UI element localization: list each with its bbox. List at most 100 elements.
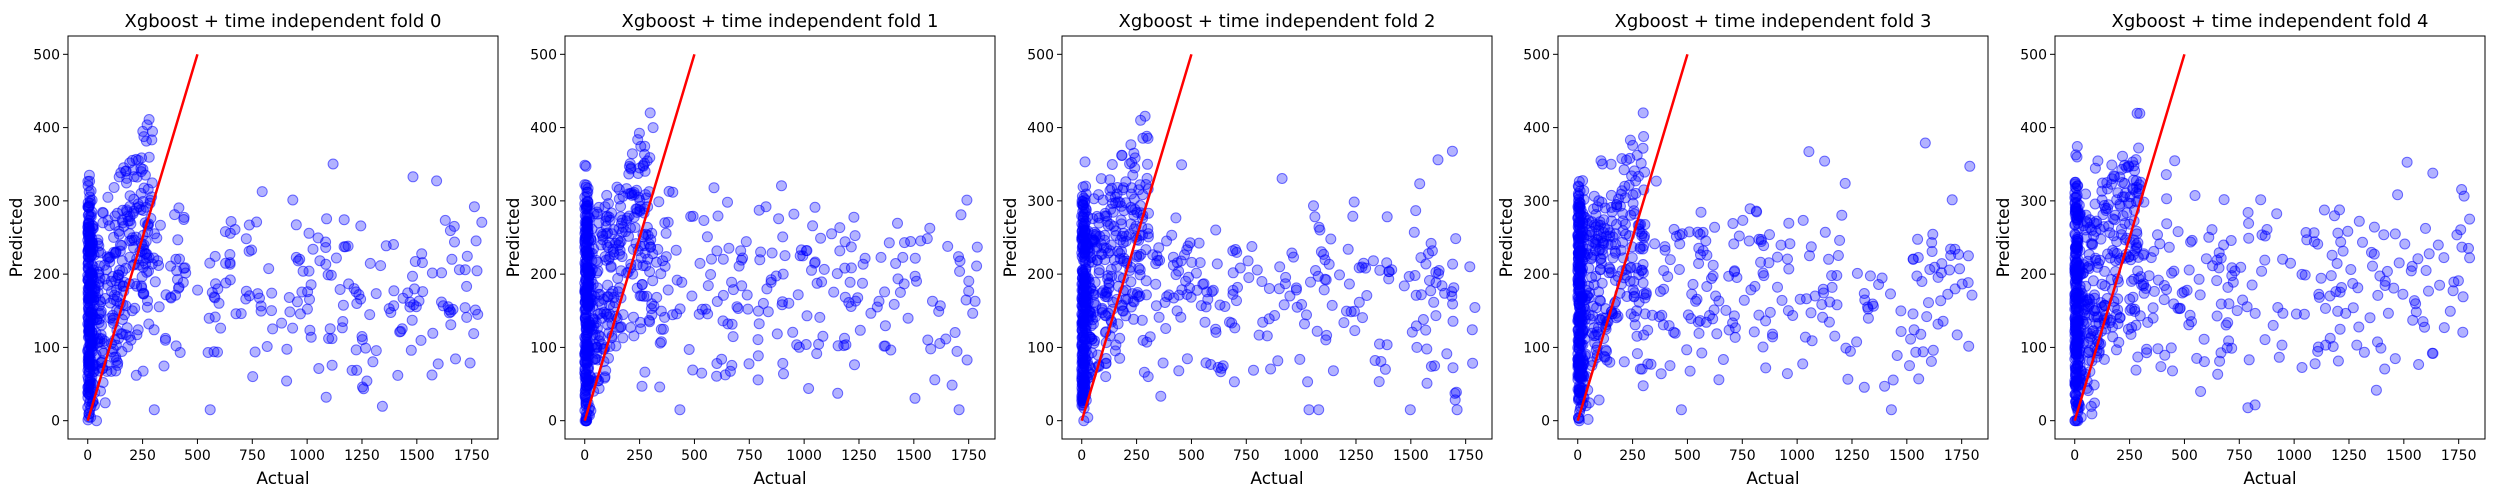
scatter-point [2069, 182, 2081, 194]
scatter-point [143, 114, 155, 125]
scatter-point [2296, 362, 2308, 373]
scatter-point [795, 244, 807, 256]
scatter-point [875, 251, 887, 263]
scatter-point [1243, 272, 1255, 284]
scatter-point [1210, 323, 1222, 335]
scatter-point [139, 248, 151, 260]
scatter-point [2141, 347, 2153, 359]
y-tick-label: 100 [1523, 340, 1550, 356]
scatter-point [1751, 206, 1763, 218]
scatter-point [1194, 257, 1206, 269]
scatter-point [90, 360, 102, 371]
scatter-point [1090, 311, 1101, 323]
x-tick-label: 750 [2226, 448, 2253, 464]
scatter-point [792, 289, 804, 301]
y-tick-label: 400 [1027, 121, 1054, 137]
scatter-point [1279, 278, 1291, 290]
scatter-point [2372, 289, 2384, 301]
scatter-point [404, 301, 416, 313]
subplot-4: Xgboost + time independent fold 4 0 250 500… [1994, 11, 2486, 489]
scatter-point [303, 227, 315, 239]
scatter-point [160, 332, 171, 344]
scatter-point [137, 163, 149, 175]
x-tick-label: 1250 [2331, 448, 2367, 464]
scatter-point [1638, 240, 1650, 252]
scatter-point [1631, 348, 1643, 360]
scatter-point [1637, 142, 1649, 154]
scatter-point [596, 299, 608, 311]
scatter-point [942, 240, 954, 252]
scatter-point [1101, 287, 1113, 298]
scatter-point [1137, 334, 1149, 346]
scatter-point [600, 221, 612, 232]
scatter-point [1942, 288, 1954, 300]
scatter-point [247, 371, 259, 383]
scatter-point [2141, 343, 2153, 355]
scatter-point [2399, 238, 2411, 250]
scatter-point [2131, 107, 2143, 119]
scatter-point [1674, 229, 1686, 241]
scatter-point [1772, 251, 1783, 263]
scatter-point [2161, 218, 2173, 230]
scatter-point [2388, 282, 2400, 294]
subplot-1: Xgboost + time independent fold 1 0 250 500… [504, 11, 996, 489]
scatter-point [172, 234, 184, 246]
scatter-point [1951, 329, 1963, 341]
scatter-point [1353, 296, 1365, 308]
scatter-point [2367, 260, 2378, 272]
scatter-point [1112, 318, 1124, 330]
x-tick-label: 750 [1729, 448, 1756, 464]
scatter-point [832, 340, 844, 352]
scatter-point [814, 311, 826, 323]
scatter-point [845, 241, 857, 253]
x-tick-label: 1750 [2441, 448, 2477, 464]
scatter-point [1817, 283, 1829, 295]
scatter-point [604, 299, 616, 311]
scatter-point [2206, 224, 2218, 236]
x-tick-label: 250 [626, 448, 653, 464]
scatter-point [395, 325, 407, 337]
scatter-point [2397, 288, 2409, 300]
scatter-point [1309, 211, 1321, 223]
scatter-point [1160, 323, 1172, 334]
scatter-point [1314, 224, 1326, 236]
scatter-point [266, 287, 278, 299]
scatter-point [1760, 362, 1772, 374]
scatter-point [443, 307, 455, 319]
scatter-point [2290, 308, 2302, 320]
scatter-point [1193, 237, 1205, 249]
scatter-point [224, 274, 236, 286]
scatter-point [2148, 285, 2160, 297]
scatter-point [261, 341, 273, 352]
scatter-point [2382, 307, 2394, 319]
scatter-point [2298, 308, 2310, 320]
scatter-point [296, 286, 308, 298]
scatter-point [120, 262, 132, 274]
scatter-point [1927, 228, 1939, 240]
scatter-point [336, 322, 348, 334]
y-tick-label: 100 [530, 340, 557, 356]
scatter-point [1263, 283, 1275, 294]
scatter-point [625, 322, 637, 333]
scatter-point [1826, 270, 1838, 282]
scatter-point [1659, 244, 1671, 256]
scatter-point [1296, 299, 1308, 310]
scatter-point [1582, 413, 1594, 425]
scatter-point [2158, 294, 2170, 306]
scatter-point [607, 285, 619, 297]
scatter-point [717, 315, 729, 327]
scatter-point [92, 234, 104, 246]
scatter-point [1905, 333, 1917, 345]
scatter-point [1693, 258, 1705, 269]
scatter-point [1338, 317, 1350, 329]
scatter-point [108, 182, 120, 193]
x-tick-label: 1500 [2386, 448, 2422, 464]
x-tick-label: 1750 [1448, 448, 1484, 464]
scatter-point [375, 260, 387, 272]
scatter-point [1118, 227, 1129, 239]
scatter-point [2313, 291, 2325, 303]
scatter-point [1783, 263, 1795, 275]
scatter-point [1093, 217, 1105, 229]
scatter-point [2169, 155, 2181, 167]
scatter-point [724, 365, 736, 377]
